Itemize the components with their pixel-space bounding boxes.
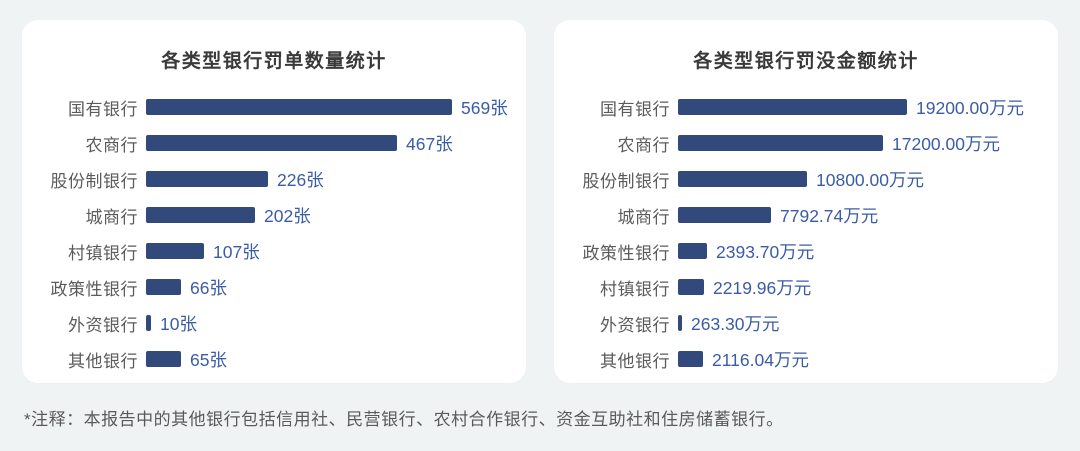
category-label: 外资银行 (600, 315, 670, 335)
bar (146, 351, 181, 367)
bar-row: 政策性银行 2393.70万元 (554, 233, 1058, 269)
bar (678, 315, 682, 331)
charts-row: 各类型银行罚单数量统计 国有银行 569张农商行 467张股份制银行 226张城商行 2… (22, 20, 1058, 383)
value-label: 202张 (264, 205, 311, 226)
category-label: 城商行 (85, 207, 138, 227)
value-label: 569张 (461, 97, 508, 118)
category-label: 其他银行 (600, 351, 670, 371)
penalty-count-bar-chart: 国有银行 569张农商行 467张股份制银行 226张城商行 202张村镇银行 107张政… (22, 89, 526, 377)
value-label: 107张 (213, 241, 260, 262)
bar (678, 351, 703, 367)
bar-row: 外资银行 10张 (22, 305, 526, 341)
bar-row: 其他银行 2116.04万元 (554, 341, 1058, 377)
value-label: 2116.04万元 (712, 349, 809, 370)
value-label: 226张 (277, 169, 324, 190)
bar (678, 99, 907, 115)
category-label: 外资银行 (68, 315, 138, 335)
category-label: 国有银行 (600, 99, 670, 119)
bar (146, 315, 151, 331)
bar (678, 279, 704, 295)
penalty-count-chart-title: 各类型银行罚单数量统计 (161, 51, 387, 72)
bar (146, 135, 397, 151)
bar-row: 城商行 7792.74万元 (554, 197, 1058, 233)
category-label: 股份制银行 (582, 171, 670, 191)
category-label: 村镇银行 (600, 279, 670, 299)
footnote: *注释：本报告中的其他银行包括信用社、民营银行、农村合作银行、资金互助社和住房储… (24, 410, 784, 429)
bar-row: 其他银行 65张 (22, 341, 526, 377)
bar-row: 村镇银行 2219.96万元 (554, 269, 1058, 305)
bar-row: 农商行 17200.00万元 (554, 125, 1058, 161)
bar (146, 171, 268, 187)
value-label: 65张 (190, 349, 227, 370)
value-label: 19200.00万元 (916, 97, 1024, 118)
bar-row: 国有银行 569张 (22, 89, 526, 125)
value-label: 263.30万元 (691, 313, 780, 334)
value-label: 66张 (190, 277, 227, 298)
bar (678, 207, 771, 223)
penalty-amount-chart-title: 各类型银行罚没金额统计 (693, 51, 919, 72)
penalty-amount-chart-card: 各类型银行罚没金额统计 国有银行 19200.00万元农商行 17200.00万元股… (554, 20, 1058, 383)
value-label: 2219.96万元 (713, 277, 812, 298)
value-label: 467张 (406, 133, 453, 154)
value-label: 17200.00万元 (892, 133, 1000, 154)
category-label: 股份制银行 (50, 171, 138, 191)
category-label: 政策性银行 (582, 243, 670, 263)
bar-row: 村镇银行 107张 (22, 233, 526, 269)
category-label: 其他银行 (68, 351, 138, 371)
bar-row: 股份制银行 226张 (22, 161, 526, 197)
bar (146, 243, 204, 259)
category-label: 村镇银行 (68, 243, 138, 263)
value-label: 10张 (160, 313, 197, 334)
penalty-amount-bar-chart: 国有银行 19200.00万元农商行 17200.00万元股份制银行 10800.00… (554, 89, 1058, 377)
category-label: 农商行 (617, 135, 670, 155)
bar (146, 99, 452, 115)
penalty-count-chart-card: 各类型银行罚单数量统计 国有银行 569张农商行 467张股份制银行 226张城商行 2… (22, 20, 526, 383)
bar-row: 城商行 202张 (22, 197, 526, 233)
bar (678, 135, 883, 151)
value-label: 2393.70万元 (716, 241, 815, 262)
category-label: 城商行 (617, 207, 670, 227)
value-label: 10800.00万元 (816, 169, 924, 190)
bar-row: 政策性银行 66张 (22, 269, 526, 305)
value-label: 7792.74万元 (780, 205, 879, 226)
bar (146, 207, 255, 223)
category-label: 国有银行 (68, 99, 138, 119)
category-label: 政策性银行 (50, 279, 138, 299)
bar-row: 国有银行 19200.00万元 (554, 89, 1058, 125)
category-label: 农商行 (85, 135, 138, 155)
bar-row: 农商行 467张 (22, 125, 526, 161)
bar (678, 171, 807, 187)
bar (146, 279, 181, 295)
bar (678, 243, 707, 259)
bar-row: 股份制银行 10800.00万元 (554, 161, 1058, 197)
bar-row: 外资银行 263.30万元 (554, 305, 1058, 341)
